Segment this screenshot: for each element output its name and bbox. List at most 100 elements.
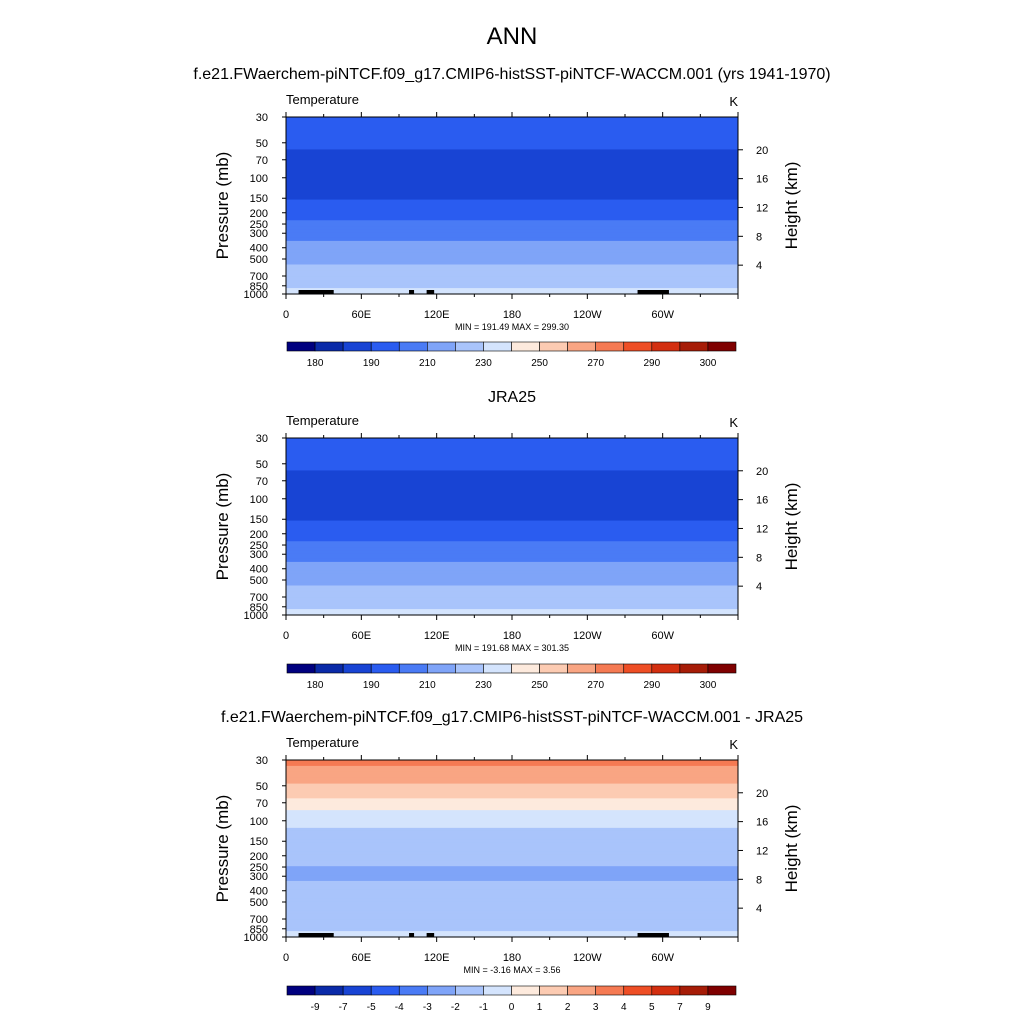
y2-tick-label: 20 [756,145,768,157]
colorbar-swatch [455,985,484,996]
contour-band [286,205,738,210]
contour-band [286,795,738,799]
colorbar-label: -5 [367,1002,376,1013]
contour-band [286,830,738,835]
panel-3: f.e21.FWaerchem-piNTCF.f09_g17.CMIP6-his… [213,709,803,1013]
contour-band [286,285,738,289]
x-tick-label: 0 [283,630,289,642]
y-tick-label: 250 [250,862,268,874]
x-tick-label: 120W [573,952,602,964]
contour-band [286,202,738,207]
y-axis-label: Pressure (mb) [213,795,232,903]
y2-tick-label: 16 [756,495,768,507]
y-tick-label: 70 [256,476,268,488]
contour-band [286,443,738,448]
contour-band [286,131,738,136]
y2-tick-label: 4 [756,581,762,593]
variable-label: Temperature [286,735,359,750]
contour-band [286,170,738,174]
contour-band [286,789,738,794]
colorbar-swatch [679,985,709,996]
x-tick-label: 180 [503,309,521,321]
panel-1: Temperature K 0 60E 120E 180 120W 60W 30 50 70 100 1… [213,92,801,369]
colorbar-swatch [342,985,372,996]
y-tick-label: 30 [256,433,268,445]
min-max-stats: MIN = 191.68 MAX = 301.35 [455,643,569,653]
y-tick-label: 50 [256,781,268,793]
x-tick-label: 120E [424,309,450,321]
y-tick-label: 150 [250,836,268,848]
contour-band [286,816,738,820]
contour-band [286,801,738,805]
contour-band [286,181,738,186]
x-tick-label: 60E [352,952,372,964]
colorbar-swatch [651,985,681,996]
contour-band [286,499,738,504]
contour-field [286,438,738,616]
contour-band [286,579,738,584]
contour-band [286,164,738,168]
colorbar-swatch [455,341,484,352]
y-tick-label: 300 [250,549,268,561]
contour-band [286,249,738,254]
y-axis-label: Pressure (mb) [213,473,232,581]
contour-band [286,176,738,180]
colorbar: -9 -7 -5 -4 -3 -2 -1 0 1 2 3 4 5 7 9 [286,985,737,1013]
contour-band [286,270,738,274]
contour-band [286,514,738,519]
topography-mask [409,290,415,294]
colorbar-label: -1 [479,1002,488,1013]
contour-band [286,813,738,817]
x-tick-label: 60E [352,309,372,321]
colorbar-label: 1 [537,1002,543,1013]
colorbar-swatch [539,985,568,996]
contour-band [286,857,738,861]
colorbar-swatch [342,341,372,352]
colorbar-label: -7 [339,1002,348,1013]
contour-band [286,173,738,177]
contour-band [286,594,738,598]
y-tick-label: 70 [256,155,268,167]
colorbar-swatch [483,985,512,996]
x-tick-label: 120E [424,952,450,964]
y-tick-label: 700 [250,271,268,283]
contour-band [286,193,738,198]
topography-mask [298,290,334,294]
contour-band [286,558,738,563]
contour-band [286,199,738,204]
contour-band [286,446,738,451]
colorbar-label: 290 [643,358,660,369]
y-tick-label: 500 [250,254,268,266]
contour-band [286,541,738,545]
contour-band [286,235,738,239]
contour-band [286,573,738,578]
panel-title: f.e21.FWaerchem-piNTCF.f09_g17.CMIP6-his… [221,709,803,726]
contour-band [286,117,738,121]
units-label: K [729,737,738,752]
colorbar-swatch [314,663,344,674]
y-tick-label: 100 [250,494,268,506]
contour-band [286,833,738,838]
contour-band [286,217,738,221]
topography-mask [298,933,334,937]
colorbar-label: 0 [509,1002,515,1013]
contour-band [286,529,738,533]
colorbar-swatch [314,985,344,996]
colorbar-swatch [455,663,484,674]
contour-band [286,544,738,548]
colorbar-label: 230 [475,680,492,691]
contour-band [286,600,738,604]
contour-band [286,925,738,929]
contour-band [286,152,738,156]
y2-tick-label: 16 [756,174,768,186]
contour-band [286,196,738,201]
colorbar-swatch [623,985,653,996]
contour-band [286,612,738,616]
contour-band [286,467,738,472]
y-tick-label: 30 [256,112,268,124]
colorbar-swatch [707,663,737,674]
contour-band [286,240,738,245]
contour-band [286,880,738,885]
contour-band [286,804,738,808]
y2-tick-label: 4 [756,260,762,272]
